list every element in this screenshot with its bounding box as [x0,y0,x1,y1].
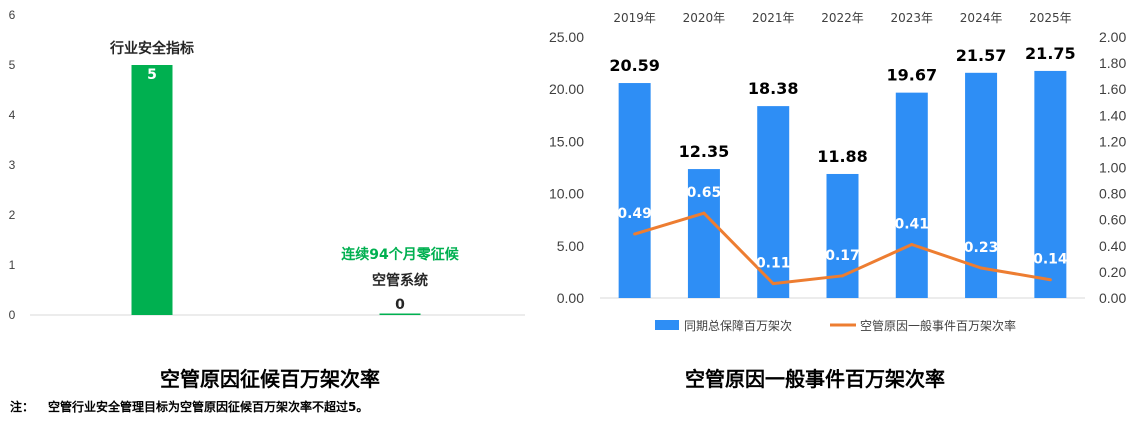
right-bar [687,169,720,298]
left-y-tick-label: 0 [9,308,16,322]
right-y2-tick-label: 2.00 [1099,29,1126,45]
right-bar-value-label: 18.38 [748,79,799,98]
right-line-value-label: 0.49 [617,206,652,222]
left-y-tick-label: 1 [9,258,16,272]
right-line-point [1048,278,1052,282]
footnote-text: 空管行业安全管理目标为空管原因征候百万架次率不超过5。 [48,400,369,414]
right-y2-tick-label: 1.40 [1099,107,1126,123]
right-bar-value-label: 21.57 [956,46,1007,65]
left-bar [379,313,421,315]
right-bar [1034,70,1067,299]
left-bar [131,65,173,315]
right-category-label: 2021年 [752,11,795,25]
right-line-point [771,282,775,286]
right-y2-tick-label: 0.80 [1099,186,1126,202]
left-chart-title: 空管原因征候百万架次率 [160,367,380,391]
right-y-tick-label: 25.00 [549,29,584,45]
right-bar-value-label: 19.67 [886,66,937,85]
right-line-point [910,242,914,246]
right-line-value-label: 0.17 [825,248,860,264]
right-y-tick-label: 10.00 [549,186,584,202]
right-line-value-label: 0.14 [1033,252,1068,268]
right-legend: 同期总保障百万架次 空管原因一般事件百万架次率 [655,318,1016,333]
right-category-label: 2024年 [960,11,1003,25]
legend-bar-label: 同期总保障百万架次 [684,318,792,333]
right-y2-tick-label: 0.60 [1099,212,1126,228]
legend-bar-swatch [655,320,679,330]
left-y-tick-label: 2 [9,208,16,222]
left-y-tick-label: 5 [9,58,16,72]
right-category-label: 2023年 [891,11,934,25]
right-y2-tick-label: 1.80 [1099,55,1126,71]
right-category-label: 2022年 [821,11,864,25]
left-bar-value-label: 0 [395,297,405,313]
left-y-tick-label: 3 [9,158,16,172]
right-line-value-label: 0.65 [687,185,722,201]
right-y-tick-label: 15.00 [549,133,584,149]
right-bar-value-label: 11.88 [817,147,868,166]
right-bar-value-label: 21.75 [1025,44,1076,63]
right-bar-value-label: 12.35 [679,142,730,161]
left-annotation: 连续94个月零征候 [341,246,459,263]
right-line-value-label: 0.41 [895,216,930,232]
legend-line-label: 空管原因一般事件百万架次率 [860,318,1016,333]
right-line-value-label: 0.11 [756,256,791,272]
right-bar [618,83,651,298]
left-bar-value-label: 5 [147,67,157,83]
right-bar [965,72,998,298]
right-y2-tick-label: 1.60 [1099,81,1126,97]
right-category-label: 2020年 [683,11,726,25]
footnote: 注： 空管行业安全管理目标为空管原因征候百万架次率不超过5。 [10,398,368,415]
left-y-tick-label: 6 [9,8,16,22]
right-bar [757,106,790,299]
right-y2-tick-label: 1.20 [1099,133,1126,149]
right-line-point [841,274,844,278]
right-bar [826,173,859,298]
right-y2-tick-label: 0.20 [1099,264,1126,280]
right-bar [895,92,928,298]
right-line-value-label: 0.23 [964,240,999,256]
right-y-tick-label: 5.00 [557,238,584,254]
left-y-tick-label: 4 [9,108,16,122]
right-y2-tick-label: 0.00 [1099,290,1126,306]
right-chart-title: 空管原因一般事件百万架次率 [685,367,945,391]
right-category-label: 2025年 [1029,11,1072,25]
right-category-label: 2019年 [613,11,656,25]
right-chart: 0.00 5.00 10.00 15.00 20.00 25.00 0.00 0.20 0.40… [549,11,1127,391]
right-line-point [702,211,706,215]
right-y2-tick-label: 1.00 [1099,160,1126,176]
right-y-tick-label: 20.00 [549,81,584,97]
footnote-prefix: 注： [10,400,35,414]
right-line-point [633,232,637,236]
right-y2-tick-label: 0.40 [1099,238,1126,254]
right-line-point [979,266,983,270]
left-category-label: 行业安全指标 [109,40,194,57]
right-y-tick-label: 0.00 [557,290,584,306]
left-category-label: 空管系统 [372,272,428,289]
right-bar-value-label: 20.59 [609,56,660,75]
